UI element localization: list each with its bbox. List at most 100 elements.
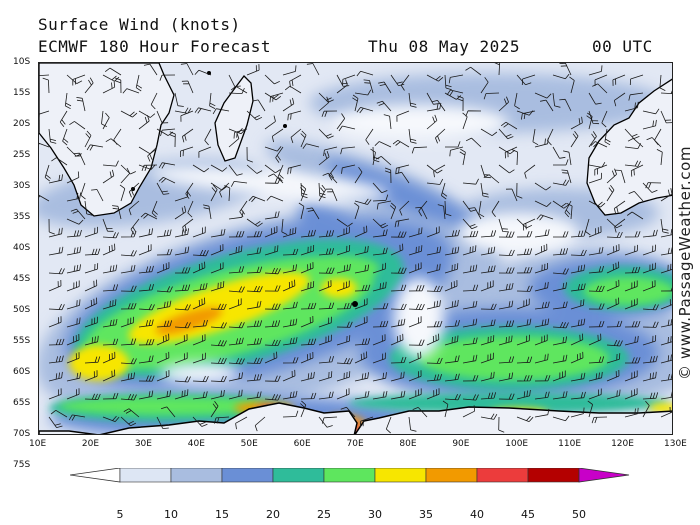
wind-barb [445,141,461,148]
wind-barb [412,407,428,418]
wind-barb [120,416,137,427]
wind-barb [372,334,386,346]
wind-barb [462,112,468,130]
wind-barb [534,229,550,238]
wind-barb [300,130,307,148]
wind-barb [660,110,672,124]
wind-barb [282,301,298,310]
antarctica-east-coast [354,406,672,434]
wind-barb [408,285,425,292]
wind-barb [114,77,122,94]
wind-barb [516,218,533,229]
wind-barb [138,283,154,292]
wind-barb [516,389,531,400]
wind-barb [642,304,659,311]
wind-barb [660,90,672,94]
wind-barb [659,74,666,91]
wind-barb [328,164,338,181]
wind-barb [570,116,583,130]
wind-barb [396,110,410,122]
wind-barb [210,228,226,238]
wind-barb [498,96,509,112]
wind-barb [498,300,514,310]
wind-map[interactable] [38,62,673,435]
wind-barb [306,63,320,76]
wind-barb [174,304,191,311]
wind-barb [588,333,602,346]
wind-barb [264,164,281,174]
wind-barb [372,352,386,364]
wind-barb [102,392,119,400]
wind-barb [534,281,549,292]
wind-barb [524,164,536,179]
wind-barb [588,131,597,148]
wind-barb [150,92,158,110]
wind-barb [228,211,244,220]
legend-label: 35 [419,508,433,521]
wind-barb [498,231,515,238]
wind-barb [498,393,515,400]
wind-barb [159,74,176,81]
wind-barb [660,336,672,346]
wind-barb [494,63,501,76]
wind-barb [192,375,209,383]
wind-barb [84,130,92,148]
wind-barb [516,318,532,328]
wind-barb [480,352,494,364]
wind-barb [300,392,317,400]
wind-barbs [39,63,672,434]
wind-barb [246,300,262,310]
wind-barb [642,280,656,292]
wind-barb [156,182,170,195]
lat-label: 75S [13,460,31,470]
wind-barb [39,110,50,121]
wind-barb [444,263,459,274]
wind-barb [160,128,176,137]
wind-barb [660,287,672,292]
wind-barb [66,372,81,382]
wind-barb [459,148,466,166]
wind-barb [210,303,227,310]
wind-barb [192,164,210,173]
legend-swatch [476,468,529,483]
wind-barb [340,406,356,418]
wind-barb [354,225,368,238]
wind-barb [363,79,374,94]
wind-barb [642,229,658,238]
lon-label: 120E [611,439,634,449]
wind-barb [552,282,567,292]
wind-barb [534,200,552,207]
wind-barb [84,370,98,382]
wind-barb [606,168,617,184]
wind-barb [392,139,410,148]
wind-barb [552,391,568,400]
wind-barb [444,200,452,217]
wind-barb [70,208,86,220]
wind-barb [590,141,608,148]
wind-barb [210,401,219,418]
wind-barb [181,80,194,94]
wind-barb [444,373,460,382]
wind-barb [321,416,338,424]
wind-barb [336,357,353,365]
wind-barb [264,320,281,328]
wind-barb [588,356,605,364]
wind-barb [336,388,350,400]
wind-barb [612,74,626,86]
wind-barb [102,338,119,346]
wind-barb [375,156,392,166]
wind-barb [570,249,587,256]
wind-barb [194,69,212,76]
wind-barb [66,192,82,202]
wind-barb [66,388,80,400]
wind-barb [588,65,603,76]
wind-barb [426,373,442,382]
wind-barb [66,299,81,310]
wind-barb [318,230,334,238]
wind-barb [209,92,216,109]
wind-barb [102,351,116,364]
kerguelen-island [352,301,358,307]
wind-barb [318,128,334,139]
lat-label: 70S [13,429,31,439]
wind-barb [426,285,443,292]
